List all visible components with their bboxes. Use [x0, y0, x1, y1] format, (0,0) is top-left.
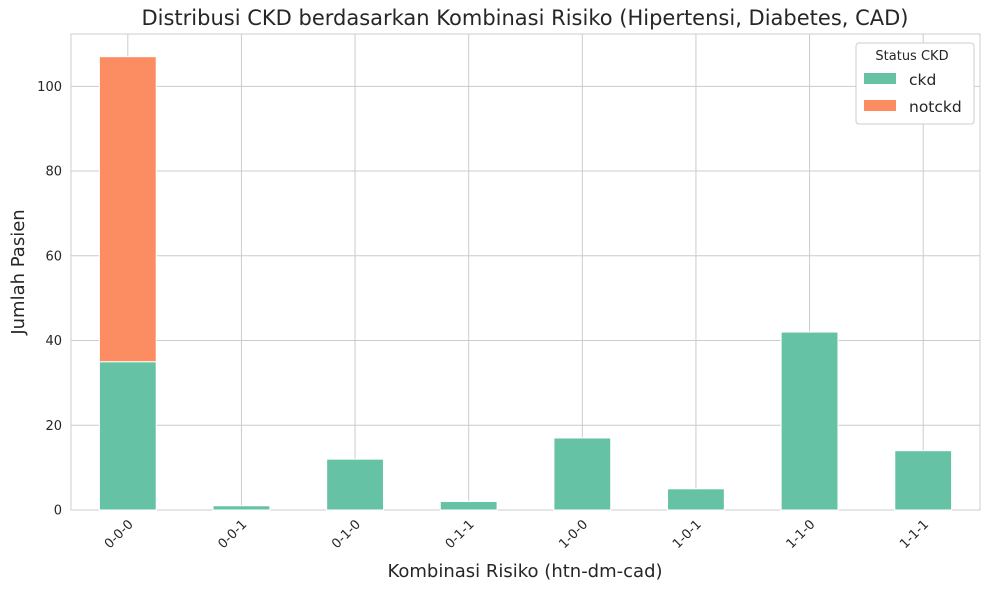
y-tick-label: 40 [45, 334, 62, 349]
bar-ckd-0-1-0 [326, 458, 384, 511]
legend-title: Status CKD [875, 49, 948, 64]
bar-ckd-1-0-1 [667, 488, 725, 511]
y-axis-ticks: 0 20 40 60 80 100 [37, 80, 62, 519]
bar-ckd-1-0-0 [553, 437, 612, 511]
x-tick-label: 1-1-0 [784, 517, 819, 552]
y-axis-label: Jumlah Pasien [8, 209, 29, 335]
x-tick-label: 0-1-1 [443, 517, 478, 552]
y-tick-label: 20 [45, 419, 62, 434]
y-tick-label: 60 [45, 249, 62, 264]
bar-ckd-0-1-1 [439, 501, 498, 511]
x-axis-ticks: 0-0-0 0-0-1 0-1-0 0-1-1 1-0-0 1-0-1 1-1-0 1-1-1 [102, 517, 932, 552]
x-tick-label: 0-0-1 [215, 517, 250, 552]
legend-label-ckd: ckd [909, 71, 936, 89]
x-tick-label: 0-0-0 [102, 517, 137, 552]
y-tick-label: 100 [37, 80, 62, 95]
legend-swatch-ckd [864, 73, 896, 84]
x-tick-label: 1-1-1 [897, 517, 932, 552]
legend-swatch-notckd [864, 100, 896, 111]
bar-notckd-0-0-0 [98, 56, 157, 363]
bar-ckd-1-1-0 [780, 331, 839, 511]
chart-title: Distribusi CKD berdasarkan Kombinasi Ris… [141, 6, 908, 30]
y-tick-label: 80 [45, 165, 62, 180]
bars [98, 56, 953, 511]
x-tick-label: 1-0-0 [556, 517, 591, 552]
y-tick-label: 0 [54, 504, 62, 519]
x-tick-label: 1-0-1 [670, 517, 705, 552]
x-tick-label: 0-1-0 [329, 517, 364, 552]
bar-ckd-1-1-1 [894, 450, 953, 511]
bar-ckd-0-0-0 [98, 361, 157, 511]
bar-ckd-0-0-1 [212, 505, 271, 511]
plot-area [70, 33, 981, 511]
x-axis-label: Kombinasi Risiko (htn-dm-cad) [387, 561, 662, 582]
legend-label-notckd: notckd [909, 98, 962, 116]
legend: Status CKD ckd notckd [855, 42, 975, 125]
